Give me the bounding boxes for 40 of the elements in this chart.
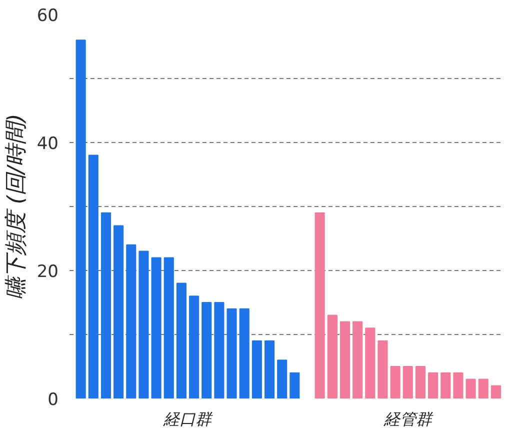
bar	[88, 154, 98, 398]
bar	[378, 340, 388, 398]
bar	[100, 212, 112, 398]
series-label: 経口群	[162, 410, 214, 428]
y-tick-label: 20	[36, 262, 59, 282]
bar	[466, 378, 476, 398]
bar	[440, 372, 451, 398]
y-tick-label: 0	[48, 390, 59, 410]
bar	[327, 314, 338, 398]
bar	[490, 385, 501, 398]
bar	[214, 302, 224, 398]
bar	[352, 321, 363, 398]
bar	[340, 321, 350, 398]
bar	[314, 212, 325, 398]
bar	[164, 257, 174, 398]
bar	[290, 372, 300, 398]
bar	[202, 302, 212, 398]
bar	[189, 296, 200, 398]
y-axis-title: 嚥下頻度 (回/時間)	[4, 114, 29, 300]
y-tick-label: 60	[36, 6, 59, 26]
bar	[114, 225, 124, 398]
bar	[453, 372, 464, 398]
bar	[151, 257, 162, 398]
bar	[264, 340, 275, 398]
bar	[277, 360, 288, 398]
bar	[390, 366, 400, 398]
bar	[226, 308, 237, 398]
bar	[365, 328, 376, 398]
bar	[415, 366, 426, 398]
y-tick-label: 40	[36, 134, 59, 154]
bar	[138, 250, 149, 398]
bar	[478, 378, 488, 398]
series-label: 経管群	[382, 410, 434, 428]
bar	[239, 308, 250, 398]
bar	[176, 282, 186, 398]
bar	[126, 244, 136, 398]
bar	[76, 40, 86, 398]
bar	[402, 366, 413, 398]
bar	[252, 340, 262, 398]
bar	[428, 372, 438, 398]
